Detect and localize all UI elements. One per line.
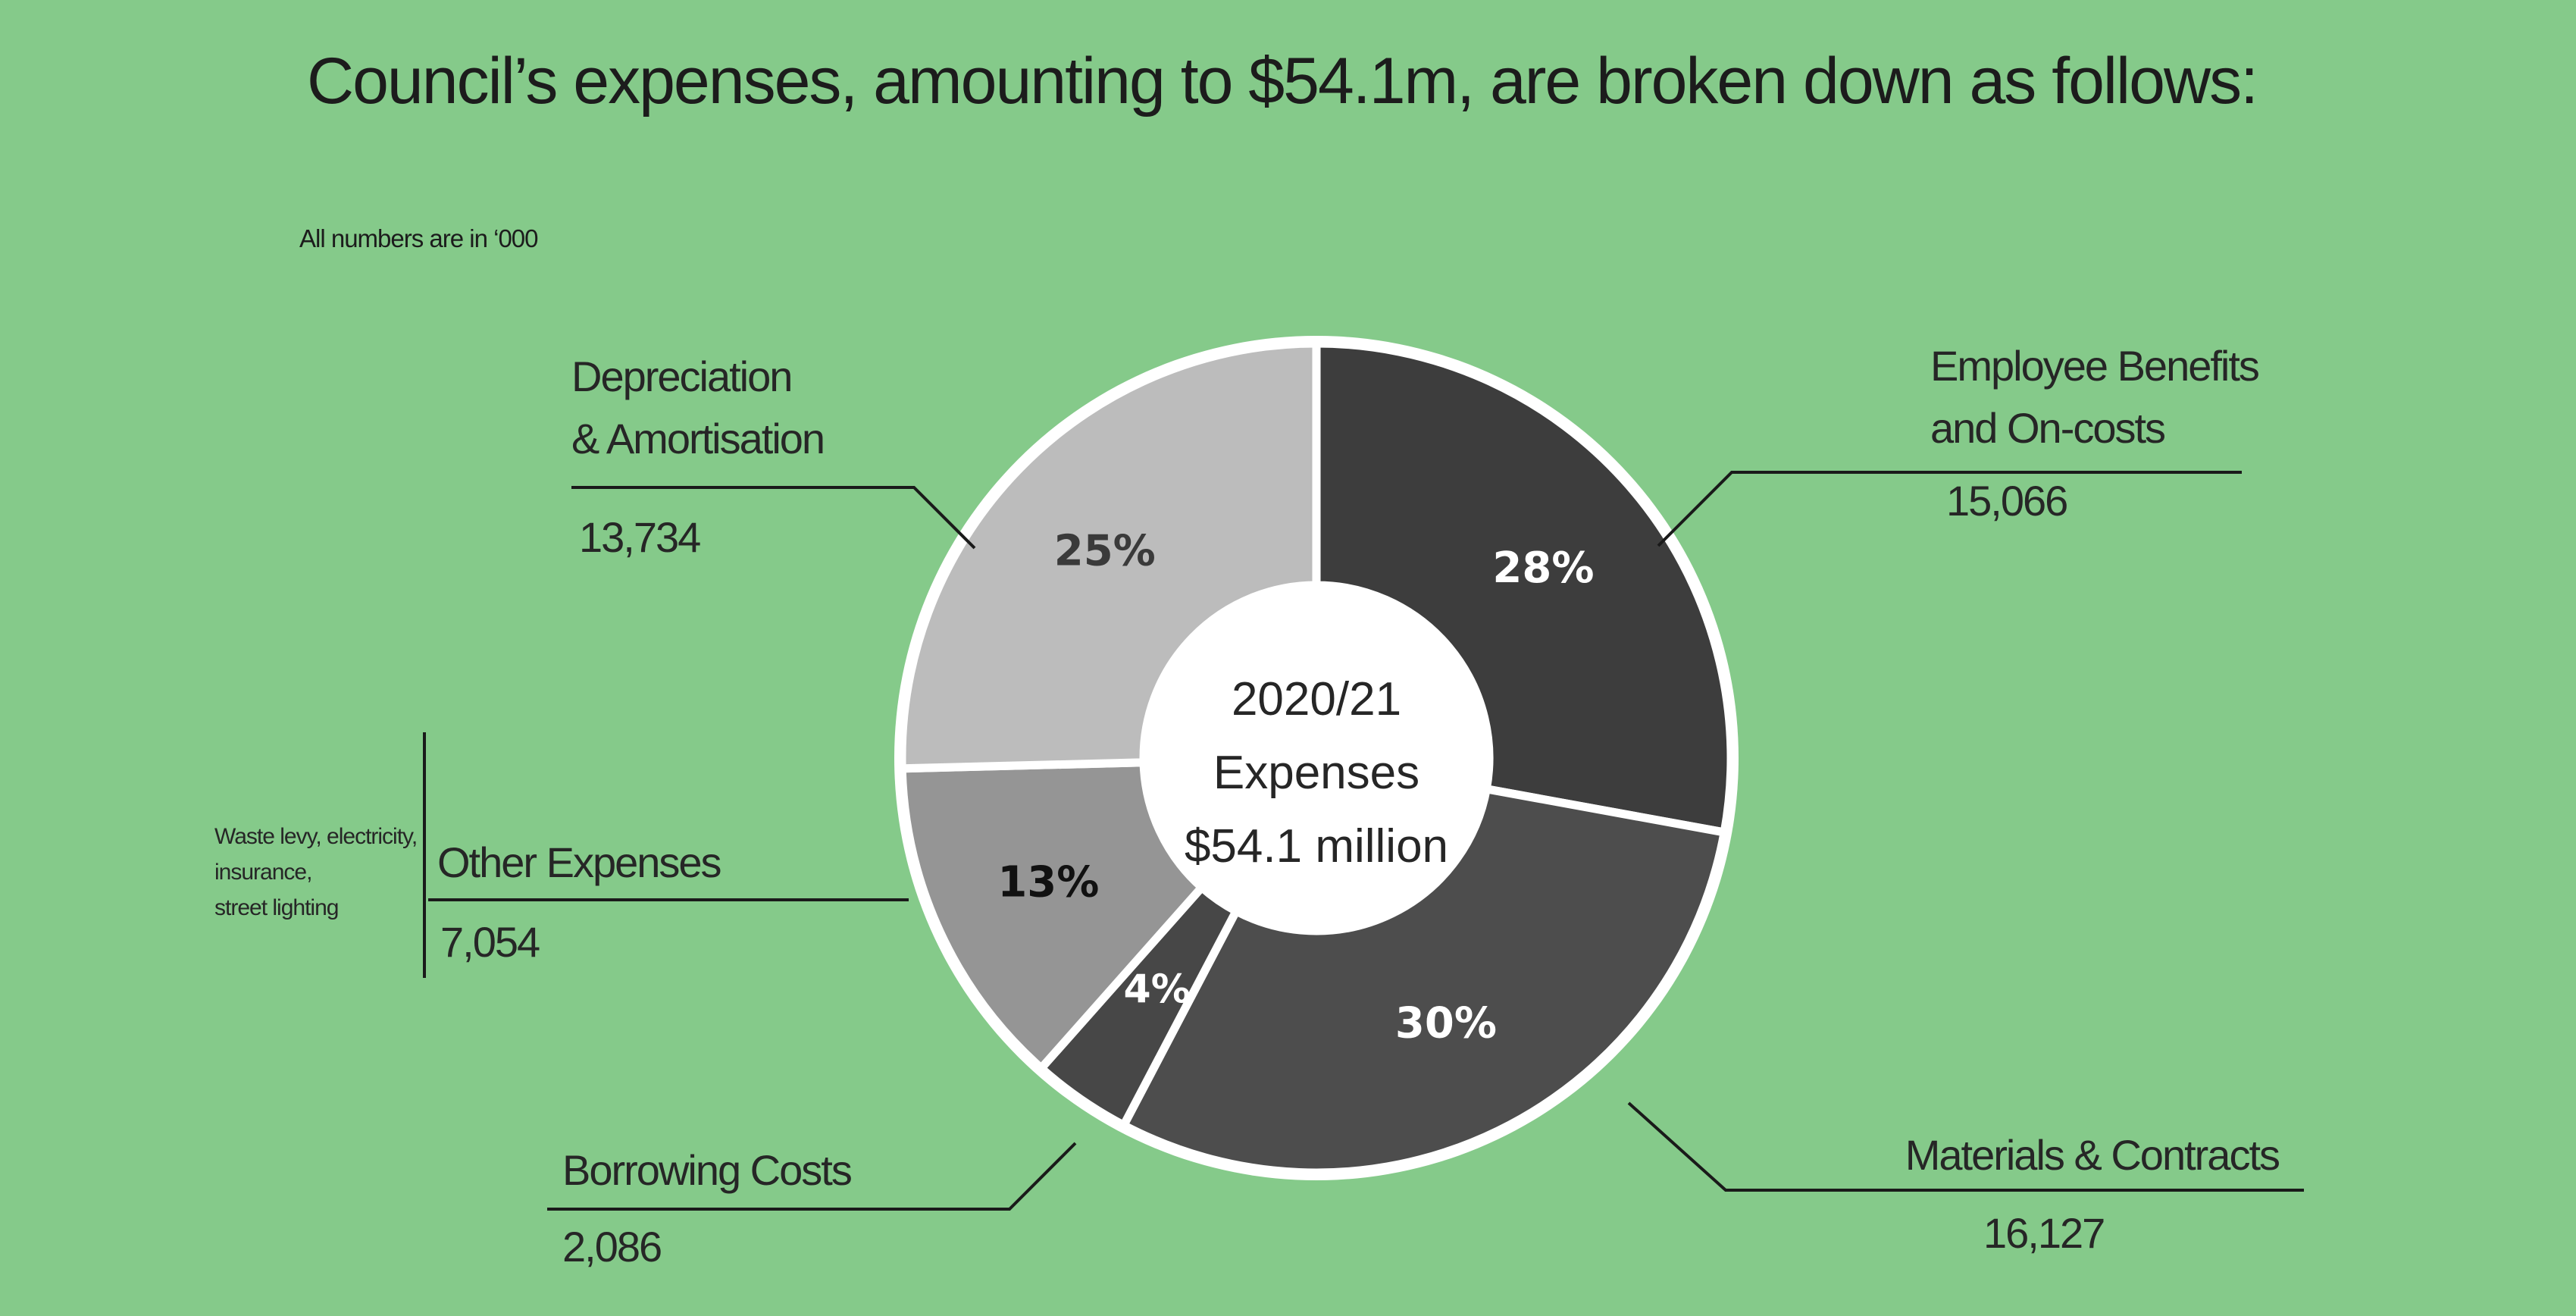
leader-line <box>571 486 976 550</box>
category-label: Other Expenses <box>437 838 721 886</box>
leader-line <box>1657 471 2242 547</box>
category-label: and On-costs <box>1930 404 2164 452</box>
units-note: All numbers are in ‘000 <box>299 224 539 252</box>
page-title: Council’s expenses, amounting to $54.1m,… <box>307 45 2258 118</box>
percent-label: 28% <box>1492 544 1594 593</box>
percent-label: 25% <box>1054 527 1156 576</box>
side-note-line: insurance, <box>214 860 311 885</box>
category-label: & Amortisation <box>571 415 824 462</box>
category-label: Borrowing Costs <box>562 1146 851 1194</box>
percent-label: 30% <box>1395 999 1497 1048</box>
side-note-line: street lighting <box>214 895 338 920</box>
donut-hole <box>1144 585 1489 931</box>
category-label: Employee Benefits <box>1930 342 2258 390</box>
category-value: 16,127 <box>1983 1209 2104 1257</box>
leader-line <box>1627 1101 2304 1192</box>
percent-label: 4% <box>1124 967 1191 1012</box>
category-value: 7,054 <box>440 918 540 966</box>
category-label: Depreciation <box>571 352 791 400</box>
category-label: Materials & Contracts <box>1905 1131 2279 1179</box>
center-label-line: 2020/21 <box>1232 673 1401 725</box>
leader-line <box>547 1142 1077 1211</box>
percent-label: 13% <box>997 857 1099 907</box>
side-note-line: Waste levy, electricity, <box>214 824 417 849</box>
center-label-line: $54.1 million <box>1185 820 1448 873</box>
category-value: 15,066 <box>1946 477 2067 525</box>
center-label-line: Expenses <box>1213 747 1419 799</box>
category-value: 13,734 <box>579 513 700 561</box>
category-value: 2,086 <box>562 1223 661 1271</box>
